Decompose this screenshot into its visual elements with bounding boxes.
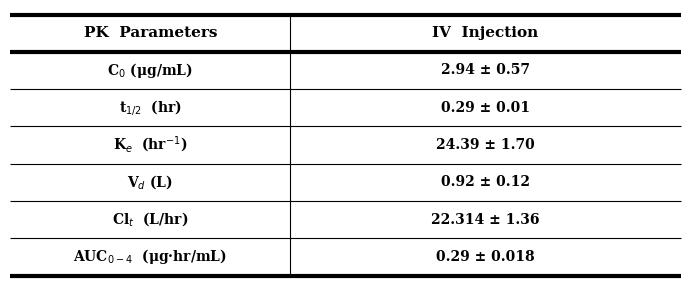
Text: 0.29 ± 0.01: 0.29 ± 0.01 <box>441 101 530 115</box>
Text: 2.94 ± 0.57: 2.94 ± 0.57 <box>441 64 530 77</box>
Text: V$_d$ (L): V$_d$ (L) <box>127 173 173 191</box>
Text: IV  Injection: IV Injection <box>433 26 538 40</box>
Text: AUC$_{0-4}$  (μg·hr/mL): AUC$_{0-4}$ (μg·hr/mL) <box>73 247 227 266</box>
Text: C$_0$ (μg/mL): C$_0$ (μg/mL) <box>107 61 193 80</box>
Text: 0.92 ± 0.12: 0.92 ± 0.12 <box>441 175 530 189</box>
Text: 0.29 ± 0.018: 0.29 ± 0.018 <box>436 250 535 264</box>
Text: 24.39 ± 1.70: 24.39 ± 1.70 <box>436 138 535 152</box>
Text: 22.314 ± 1.36: 22.314 ± 1.36 <box>431 213 540 226</box>
Text: K$_e$  (hr$^{-1}$): K$_e$ (hr$^{-1}$) <box>113 135 187 155</box>
Text: PK  Parameters: PK Parameters <box>84 26 217 40</box>
Text: Cl$_t$  (L/hr): Cl$_t$ (L/hr) <box>112 211 189 229</box>
Text: t$_{1/2}$  (hr): t$_{1/2}$ (hr) <box>119 98 182 117</box>
